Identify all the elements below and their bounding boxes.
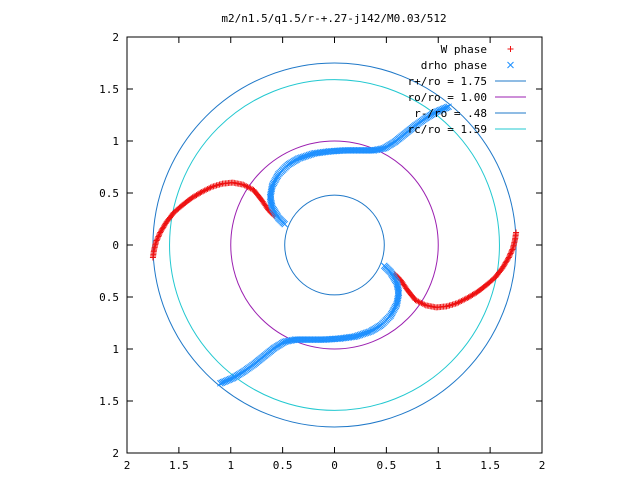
- y-tick-label: 0.5: [99, 187, 119, 200]
- y-tick-label: 0: [112, 239, 119, 252]
- point: [203, 186, 210, 193]
- point: [204, 185, 211, 192]
- point: [509, 246, 516, 253]
- point: [155, 233, 162, 240]
- point: [508, 247, 515, 254]
- point: [243, 183, 250, 190]
- point: [507, 250, 514, 257]
- point: [153, 237, 160, 244]
- point: [445, 103, 452, 111]
- x-tick-label: 1.5: [480, 459, 500, 472]
- point: [217, 379, 224, 387]
- y-tick-label: 1: [112, 343, 119, 356]
- point: [198, 188, 205, 195]
- point: [153, 238, 160, 245]
- point: [421, 301, 428, 308]
- y-tick-label: 2: [112, 31, 119, 44]
- point: [156, 230, 163, 237]
- legend-label: W phase: [441, 43, 487, 56]
- x-tick-label: 1.5: [169, 459, 189, 472]
- x-tick-label: 2: [539, 459, 546, 472]
- point: [246, 184, 253, 191]
- point: [240, 181, 247, 188]
- point: [154, 236, 161, 243]
- x-tick-label: 0: [331, 459, 338, 472]
- legend: W phase drho phase r+/ro = 1.75 ro/ro = 1.0…: [408, 43, 526, 136]
- legend-label: ro/ro = 1.00: [408, 91, 487, 104]
- point: [206, 185, 213, 192]
- circle-1: [230, 140, 439, 350]
- point: [241, 182, 248, 189]
- legend-label: r-/ro = .48: [414, 107, 487, 120]
- x-tick-label: 1: [435, 459, 442, 472]
- point: [218, 379, 226, 387]
- legend-label: drho phase: [421, 59, 487, 72]
- point: [509, 245, 516, 252]
- x-tick-label: 1: [227, 459, 234, 472]
- point: [418, 300, 425, 307]
- y-tick-label: 0.5: [99, 291, 119, 304]
- point: [506, 253, 513, 260]
- point: [419, 300, 426, 307]
- point: [247, 185, 254, 192]
- point: [415, 298, 422, 305]
- y-tick-label: 1.5: [99, 83, 119, 96]
- point: [201, 187, 208, 194]
- point: [244, 183, 251, 190]
- point: [464, 295, 471, 302]
- x-tick-label: 0.5: [376, 459, 396, 472]
- point: [462, 295, 469, 302]
- chart-title: m2/n1.5/q1.5/r-+.27-j142/M0.03/512: [221, 12, 446, 25]
- plot-marks: [149, 62, 520, 428]
- point: [416, 299, 423, 306]
- circle-3: [169, 79, 500, 411]
- point: [455, 299, 462, 306]
- y-tick-label: 2: [112, 447, 119, 460]
- y-tick-label: 1.5: [99, 395, 119, 408]
- point: [456, 298, 463, 305]
- axis-ticks: 2 1.5 1 0.5 0 0.5 1 1.5 221.510.500.511.52: [99, 31, 545, 472]
- y-tick-label: 1: [112, 135, 119, 148]
- legend-swatch: [507, 61, 514, 69]
- legend-label: r+/ro = 1.75: [408, 75, 487, 88]
- point: [422, 302, 429, 309]
- series-0: [149, 179, 520, 311]
- point: [508, 249, 515, 256]
- x-tick-label: 0.5: [273, 459, 293, 472]
- point: [458, 298, 465, 305]
- point: [156, 232, 163, 239]
- point: [506, 251, 513, 258]
- series-1: [217, 103, 452, 387]
- point: [443, 103, 451, 111]
- legend-swatch: [507, 46, 514, 52]
- point: [461, 296, 468, 303]
- point: [207, 184, 214, 191]
- circle-2: [284, 194, 385, 296]
- legend-label: rc/ro = 1.59: [408, 123, 487, 136]
- x-tick-label: 2: [124, 459, 131, 472]
- point: [200, 188, 207, 195]
- point: [154, 234, 161, 241]
- point: [459, 297, 466, 304]
